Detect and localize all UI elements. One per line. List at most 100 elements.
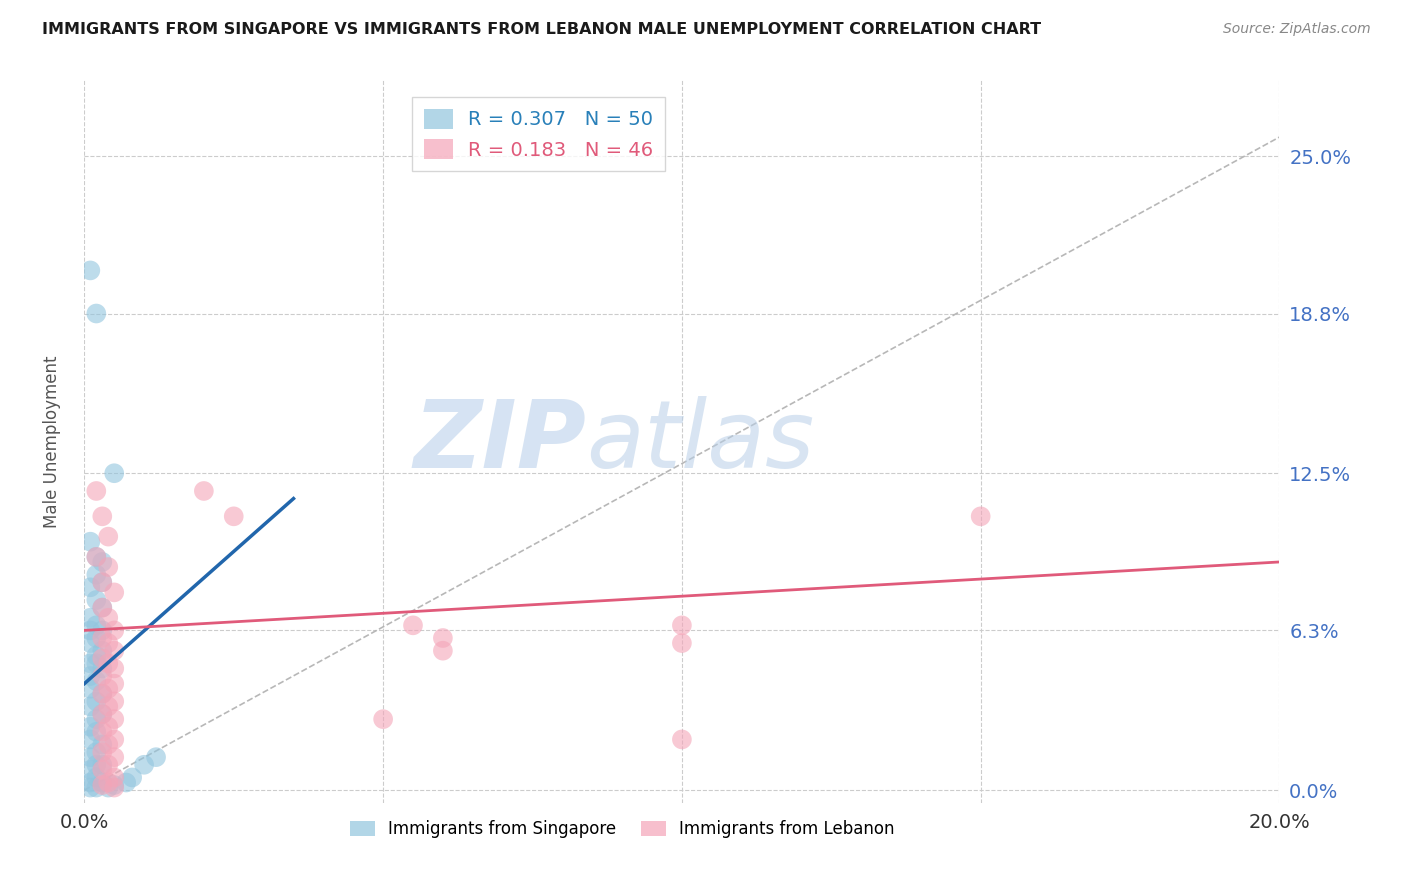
Point — [91, 724, 114, 739]
Point — [671, 732, 693, 747]
Point — [671, 618, 693, 632]
Point — [432, 631, 454, 645]
Point — [86, 657, 108, 671]
Point — [86, 567, 108, 582]
Point — [193, 483, 215, 498]
Point — [103, 694, 125, 708]
Point — [79, 750, 101, 764]
Point — [91, 624, 114, 638]
Point — [97, 699, 120, 714]
Point — [103, 676, 125, 690]
Point — [86, 306, 108, 320]
Text: ZIP: ZIP — [413, 395, 586, 488]
Point — [91, 631, 114, 645]
Point — [103, 624, 125, 638]
Point — [86, 549, 108, 564]
Point — [97, 611, 120, 625]
Point — [91, 778, 114, 792]
Point — [86, 724, 108, 739]
Point — [402, 618, 425, 632]
Point — [86, 712, 108, 726]
Point — [222, 509, 245, 524]
Point — [103, 661, 125, 675]
Point — [115, 775, 138, 789]
Point — [86, 674, 108, 689]
Point — [97, 560, 120, 574]
Point — [671, 636, 693, 650]
Point — [91, 600, 114, 615]
Point — [86, 745, 108, 759]
Point — [79, 720, 101, 734]
Point — [97, 738, 120, 752]
Point — [91, 575, 114, 590]
Point — [91, 575, 114, 590]
Point — [91, 738, 114, 752]
Point — [86, 549, 108, 564]
Point — [103, 467, 125, 481]
Point — [103, 712, 125, 726]
Point — [91, 687, 114, 701]
Point — [86, 631, 108, 645]
Point — [373, 712, 395, 726]
Legend: Immigrants from Singapore, Immigrants from Lebanon: Immigrants from Singapore, Immigrants fr… — [343, 814, 901, 845]
Point — [79, 636, 101, 650]
Point — [86, 618, 108, 632]
Point — [97, 780, 120, 795]
Point — [91, 643, 114, 657]
Point — [91, 555, 114, 569]
Point — [121, 771, 143, 785]
Point — [97, 636, 120, 650]
Point — [79, 699, 101, 714]
Point — [97, 530, 120, 544]
Point — [79, 775, 101, 789]
Point — [79, 534, 101, 549]
Point — [86, 694, 108, 708]
Point — [86, 593, 108, 607]
Point — [91, 757, 114, 772]
Point — [91, 651, 114, 665]
Point — [79, 732, 101, 747]
Point — [145, 750, 167, 764]
Point — [91, 600, 114, 615]
Point — [91, 763, 114, 777]
Point — [79, 780, 101, 795]
Point — [91, 707, 114, 722]
Point — [103, 750, 125, 764]
Point — [79, 263, 101, 277]
Point — [91, 669, 114, 683]
Point — [91, 707, 114, 722]
Y-axis label: Male Unemployment: Male Unemployment — [42, 355, 60, 528]
Point — [91, 687, 114, 701]
Point — [79, 681, 101, 696]
Point — [103, 732, 125, 747]
Text: Source: ZipAtlas.com: Source: ZipAtlas.com — [1223, 22, 1371, 37]
Point — [91, 509, 114, 524]
Point — [86, 771, 108, 785]
Point — [91, 745, 114, 759]
Point — [97, 775, 120, 789]
Point — [97, 720, 120, 734]
Point — [97, 757, 120, 772]
Point — [91, 775, 114, 789]
Point — [79, 669, 101, 683]
Point — [132, 757, 156, 772]
Text: IMMIGRANTS FROM SINGAPORE VS IMMIGRANTS FROM LEBANON MALE UNEMPLOYMENT CORRELATI: IMMIGRANTS FROM SINGAPORE VS IMMIGRANTS … — [42, 22, 1042, 37]
Point — [86, 483, 108, 498]
Point — [103, 778, 125, 792]
Point — [79, 657, 101, 671]
Point — [79, 580, 101, 594]
Point — [97, 657, 120, 671]
Point — [86, 757, 108, 772]
Text: atlas: atlas — [586, 396, 814, 487]
Point — [79, 611, 101, 625]
Point — [103, 771, 125, 785]
Point — [86, 648, 108, 663]
Point — [432, 643, 454, 657]
Point — [86, 780, 108, 795]
Point — [97, 681, 120, 696]
Point — [79, 763, 101, 777]
Point — [103, 643, 125, 657]
Point — [103, 780, 125, 795]
Point — [79, 624, 101, 638]
Point — [970, 509, 993, 524]
